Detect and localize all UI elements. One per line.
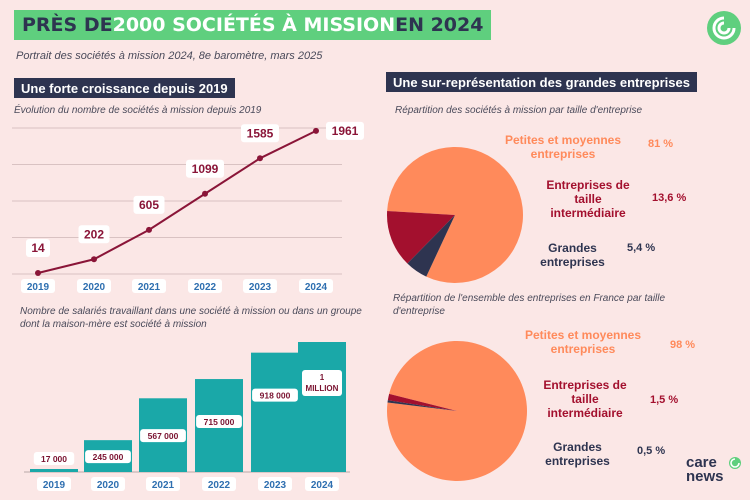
brand-word-2: news	[686, 468, 724, 485]
bar-label: 918 000	[260, 391, 291, 401]
data-label: 202	[84, 227, 104, 241]
pie1-pct-pme: 81 %	[648, 138, 674, 150]
pie1-label-eti: Entreprises de taille intermédiaire	[546, 178, 630, 220]
x-tick-bg	[202, 477, 236, 491]
pie1-pct-ge: 5,4 %	[627, 242, 656, 254]
bar-label-bg	[302, 370, 342, 396]
line-chart-caption: Évolution du nombre de sociétés à missio…	[14, 105, 262, 116]
data-label-bg	[326, 121, 364, 140]
bar-label: 715 000	[204, 417, 235, 427]
pie2-label-pme: Petites et moyennes entreprises	[524, 328, 642, 356]
pie1-pct-eti: 13,6 %	[652, 192, 687, 204]
bar-label: 17 000	[41, 454, 67, 464]
x-tick-label: 2022	[194, 282, 217, 293]
data-label: 1099	[192, 162, 219, 176]
pie-slice	[387, 210, 455, 264]
bar-label-bg	[252, 388, 298, 402]
bar-label: 567 000	[148, 431, 179, 441]
data-label-bg	[26, 238, 50, 257]
pie2-label-eti: Entreprises de taille intermédiaire	[543, 378, 627, 420]
x-tick-label: 2019	[43, 480, 66, 491]
x-tick-label: 2020	[97, 480, 120, 491]
data-label: 14	[31, 241, 45, 255]
data-label-bg	[78, 225, 110, 244]
x-tick-bg	[305, 477, 339, 491]
bar-label-bg	[33, 452, 75, 465]
bar-label: MILLION	[306, 384, 339, 393]
x-tick-label: 2021	[138, 282, 161, 293]
pie-slice	[387, 393, 457, 411]
x-tick-bg	[91, 477, 125, 491]
pie-slice	[387, 146, 523, 283]
x-tick-bg	[77, 279, 111, 293]
pie1-caption: Répartition des sociétés à mission par t…	[395, 105, 643, 116]
x-tick-label: 2021	[152, 480, 175, 491]
series-line	[37, 129, 317, 274]
bar-label-bg	[85, 450, 131, 464]
data-point	[146, 226, 152, 233]
data-point	[202, 190, 208, 197]
pie1-label-pme: Petites et moyennes entreprises	[504, 133, 622, 161]
pie-chart-societes-a-mission	[387, 146, 523, 283]
data-point	[91, 256, 97, 263]
bar-chart: 17 000 2019 245 000 2020 567 000 2021 715 000 2…	[24, 342, 350, 491]
x-tick-label: 2024	[311, 480, 334, 491]
data-label: 1961	[332, 124, 359, 138]
x-tick-label: 2023	[249, 282, 272, 293]
brand-word-1: care	[686, 454, 717, 471]
brand-logo-icon	[707, 11, 741, 45]
pie2-label-ge: Grandes entreprises	[545, 440, 610, 468]
data-label-bg	[133, 195, 165, 214]
pie-chart-entreprises-france	[387, 341, 527, 481]
x-tick-bg	[188, 279, 222, 293]
x-tick-label: 2022	[208, 480, 231, 491]
bar	[30, 469, 78, 472]
data-label: 1585	[247, 126, 274, 140]
x-tick-bg	[146, 477, 180, 491]
brand-mark-icon	[729, 457, 741, 469]
x-tick-label: 2020	[83, 282, 106, 293]
title-highlight: 2000 SOCIÉTÉS À MISSION	[112, 14, 396, 36]
title-part-1: PRÈS DE	[22, 14, 113, 36]
x-tick-bg	[299, 279, 333, 293]
pie-slice	[387, 400, 457, 411]
page-subtitle: Portrait des sociétés à mission 2024, 8e…	[16, 50, 323, 62]
x-tick-bg	[132, 279, 166, 293]
bar-label-bg	[196, 415, 242, 429]
bar-label: 245 000	[93, 452, 124, 462]
pie2-pct-pme: 98 %	[670, 339, 696, 351]
x-tick-label: 2023	[264, 480, 287, 491]
pie2-pct-ge: 0,5 %	[637, 445, 666, 457]
pie1-label-ge: Grandes entreprises	[540, 241, 605, 269]
data-point	[35, 269, 41, 276]
bar-label: 1	[320, 373, 325, 382]
pie2-caption: Répartition de l'ensemble des entreprise…	[393, 293, 666, 317]
data-point	[257, 155, 263, 162]
data-label-bg	[186, 159, 224, 178]
x-tick-bg	[243, 279, 277, 293]
bar-label-bg	[140, 429, 186, 443]
bar-chart-caption: Nombre de salariés travaillant dans une …	[20, 306, 362, 330]
x-tick-bg	[258, 477, 292, 491]
data-point	[313, 127, 319, 134]
line-chart: 14 2019 202 2020 605 2021 1099 2022 1585 2023 1961…	[12, 121, 364, 293]
x-tick-bg	[37, 477, 71, 491]
left-section-heading: Une forte croissance depuis 2019	[14, 78, 235, 98]
pie-slice	[407, 215, 455, 277]
bar	[251, 352, 299, 472]
brand-wordmark: care news	[686, 454, 724, 485]
x-tick-bg	[21, 279, 55, 293]
page-title: PRÈS DE 2000 SOCIÉTÉS À MISSION EN 2024	[14, 10, 492, 40]
right-section-heading: Une sur-représentation des grandes entre…	[386, 72, 697, 92]
title-part-3: EN 2024	[395, 14, 484, 36]
data-label: 605	[139, 198, 159, 212]
data-label-bg	[241, 124, 279, 143]
bar	[298, 342, 346, 472]
x-tick-label: 2019	[27, 282, 50, 293]
x-tick-label: 2024	[305, 282, 328, 293]
pie2-pct-eti: 1,5 %	[650, 394, 679, 406]
